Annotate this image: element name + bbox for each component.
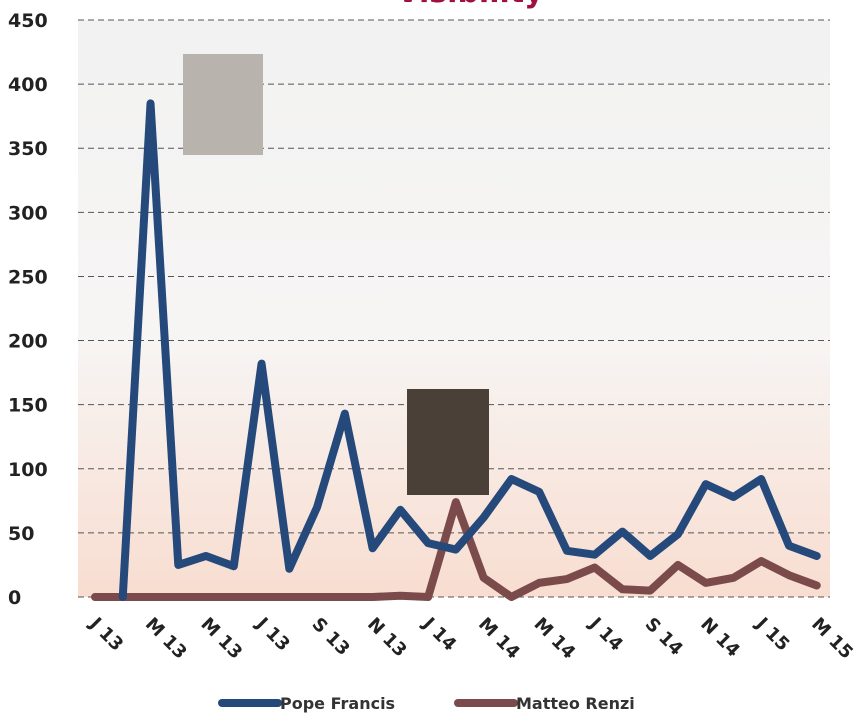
y-tick-label: 50 [8,523,34,545]
x-tick-label: J 13 [84,612,127,655]
y-tick-label: 450 [8,10,48,32]
x-tick-label: J 14 [584,612,627,655]
y-tick-label: 400 [8,74,48,96]
legend-label: Matteo Renzi [516,694,635,713]
x-tick-label: J 15 [750,612,793,655]
x-tick-label: N 13 [363,614,411,662]
y-tick-label: 350 [8,138,48,160]
photo-renzi [407,389,489,495]
y-tick-label: 0 [8,587,21,609]
x-tick-label: M 14 [530,614,580,664]
x-tick-label: M 14 [474,614,524,664]
y-tick-label: 100 [8,459,48,481]
x-tick-label: M 13 [197,614,247,664]
x-tick-label: M 13 [141,614,191,664]
series-line [118,99,821,601]
x-tick-label: J 14 [417,612,460,655]
x-tick-label: M 15 [807,614,857,664]
y-tick-label: 150 [8,395,48,417]
legend-label: Pope Francis [280,694,395,713]
x-tick-label: S 14 [641,614,687,660]
x-tick-label: N 14 [696,614,744,662]
y-tick-label: 300 [8,202,48,224]
photo-pope [183,54,263,155]
y-tick-label: 200 [8,331,48,353]
x-tick-label: S 13 [308,614,354,660]
series-line [91,498,821,601]
x-tick-label: J 13 [251,612,294,655]
chart-title: Visibility [396,0,544,10]
y-tick-label: 250 [8,266,48,288]
